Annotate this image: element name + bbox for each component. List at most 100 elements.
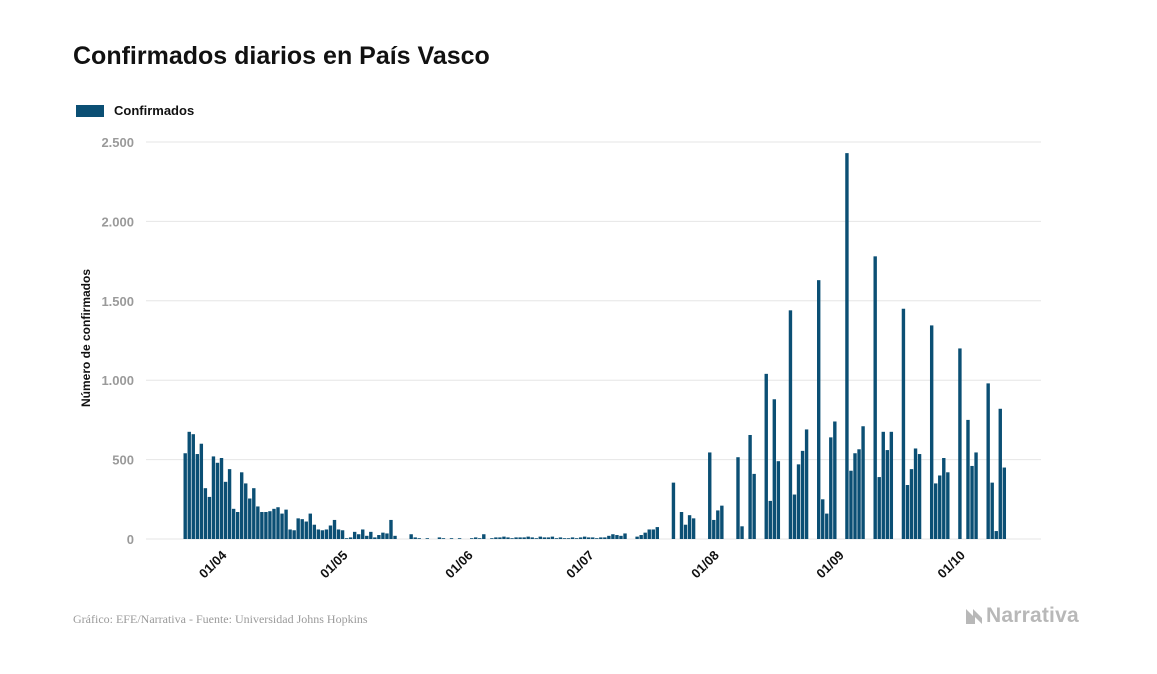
bar — [413, 537, 417, 539]
gridlines — [146, 141, 1041, 540]
bar — [187, 431, 191, 539]
bar — [934, 483, 938, 539]
bar — [651, 529, 655, 539]
bar — [974, 452, 978, 539]
bar — [825, 513, 829, 539]
bar — [457, 538, 462, 539]
bar — [207, 496, 212, 539]
x-tick-label: 01/05 — [317, 548, 351, 582]
legend: Confirmados — [76, 103, 194, 118]
bar — [474, 537, 478, 539]
bar — [469, 538, 474, 539]
x-tick-label: 01/06 — [442, 548, 476, 582]
bar — [687, 515, 692, 539]
bar — [829, 437, 833, 539]
bar — [268, 511, 272, 539]
bar — [276, 507, 280, 539]
bar — [800, 450, 805, 539]
bar — [361, 529, 365, 539]
bar — [986, 383, 990, 539]
bar — [958, 348, 962, 539]
bar — [603, 537, 607, 539]
bar — [804, 429, 809, 539]
bar — [817, 280, 821, 539]
bar — [772, 399, 777, 539]
bar — [304, 521, 308, 539]
bar — [599, 537, 603, 539]
bar — [248, 498, 252, 539]
bar — [562, 538, 567, 539]
bar — [635, 536, 639, 539]
bar — [768, 500, 772, 539]
bar — [223, 481, 228, 539]
bar — [510, 538, 514, 539]
bar — [308, 513, 312, 539]
bar — [437, 537, 442, 539]
bar — [857, 449, 861, 539]
bar — [938, 475, 942, 539]
bar — [990, 482, 994, 539]
bar — [348, 537, 353, 539]
bar — [272, 508, 276, 539]
bar — [449, 538, 454, 539]
bar — [691, 518, 696, 539]
bar — [482, 534, 486, 539]
bar — [195, 454, 199, 539]
bar — [970, 465, 974, 539]
y-tick-label: 1.000 — [101, 373, 134, 388]
brand-logo: Narrativa — [964, 604, 1079, 628]
bar — [526, 536, 530, 539]
bar — [796, 464, 801, 539]
bar — [550, 536, 555, 539]
bar — [889, 431, 894, 539]
bar — [502, 536, 506, 539]
bar — [478, 538, 482, 539]
bar — [344, 538, 349, 539]
bar — [441, 538, 446, 539]
bar — [264, 512, 268, 539]
bar — [417, 538, 421, 539]
bar — [385, 533, 389, 539]
bar — [909, 469, 914, 539]
bar — [647, 529, 651, 539]
y-tick-label: 500 — [112, 453, 134, 468]
bar — [708, 452, 712, 539]
bar — [881, 431, 885, 539]
y-tick-label: 1.500 — [101, 294, 134, 309]
source-note: Gráfico: EFE/Narrativa - Fuente: Univers… — [73, 612, 368, 626]
bar — [849, 470, 853, 539]
bar — [312, 524, 317, 539]
bar — [292, 530, 296, 539]
bar — [328, 525, 333, 539]
bar — [252, 488, 256, 539]
bar — [542, 537, 547, 539]
bar — [183, 453, 187, 539]
bar — [409, 534, 413, 539]
bar — [494, 537, 498, 539]
bar — [296, 518, 300, 539]
x-tick-label: 01/09 — [813, 548, 847, 582]
bar — [873, 256, 877, 539]
bar — [748, 434, 752, 539]
bar — [324, 529, 329, 539]
bar — [574, 538, 579, 539]
bar — [716, 510, 720, 539]
bar — [534, 538, 538, 539]
bar — [643, 532, 647, 539]
bar — [776, 461, 781, 539]
bar — [332, 519, 337, 539]
bar — [336, 529, 341, 539]
bar — [191, 434, 195, 539]
bar — [1002, 467, 1007, 539]
bar — [611, 534, 615, 539]
x-tick-label: 01/08 — [688, 548, 722, 582]
bar — [712, 519, 716, 539]
bar — [373, 537, 377, 539]
bar — [639, 535, 643, 539]
y-axis-label: Número de confirmados — [79, 269, 93, 407]
bar — [215, 462, 220, 539]
bar — [582, 536, 587, 539]
y-tick-label: 2.000 — [101, 214, 134, 229]
chart-title: Confirmados diarios en País Vasco — [73, 42, 490, 70]
bar — [994, 531, 998, 539]
